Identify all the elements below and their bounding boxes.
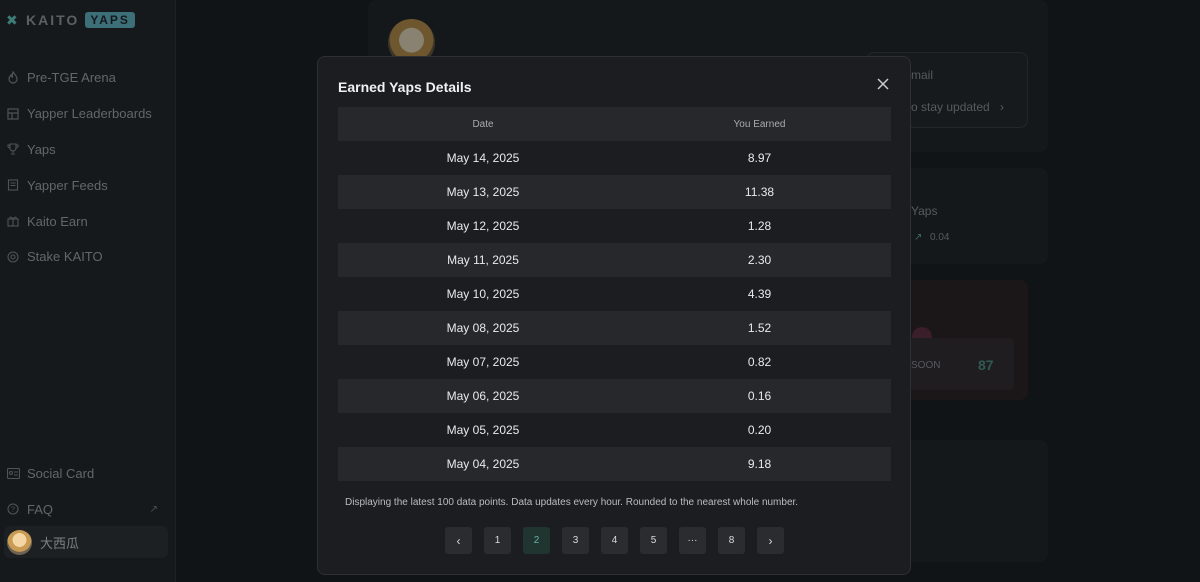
page-button-3[interactable]: 3 — [562, 527, 589, 554]
earned-yaps-modal: Earned Yaps Details Date You Earned May … — [317, 56, 911, 575]
table-row: May 14, 2025 8.97 — [338, 141, 891, 175]
date-cell: May 13, 2025 — [446, 185, 520, 199]
sidebar: ✖ KAITO YAPS Pre-TGE Arena Yapper Leader… — [0, 0, 176, 582]
chevron-right-icon: › — [768, 533, 773, 548]
trend-up-icon: ↗ — [914, 232, 923, 243]
sidebar-item-label: Yapper Feeds — [27, 177, 108, 193]
page-button-8[interactable]: 8 — [718, 527, 745, 554]
earned-cell: 8.97 — [747, 151, 772, 165]
yaps-delta: 0.04 — [930, 232, 950, 243]
column-header-earned: You Earned — [733, 118, 786, 130]
chevron-left-icon: ‹ — [456, 533, 461, 548]
date-cell: May 10, 2025 — [446, 287, 520, 301]
earned-cell: 0.16 — [747, 389, 772, 403]
date-cell: May 05, 2025 — [446, 423, 520, 437]
yaps-label: Yaps — [911, 204, 938, 218]
sidebar-item-label: Yapper Leaderboards — [27, 106, 152, 122]
earned-cell: 1.52 — [747, 321, 772, 335]
earned-cell: 1.28 — [747, 219, 772, 233]
external-link-icon: ↗ — [149, 503, 158, 515]
sidebar-item-pre-tge-arena[interactable]: Pre-TGE Arena — [0, 60, 176, 96]
user-profile-button[interactable]: 大西瓜 — [4, 526, 168, 558]
data-note: Displaying the latest 100 data points. D… — [345, 497, 799, 508]
date-cell: May 14, 2025 — [446, 151, 520, 165]
sidebar-item-label: Kaito Earn — [27, 213, 88, 229]
user-name: 大西瓜 — [40, 535, 80, 551]
sidebar-item-label: Social Card — [27, 465, 95, 481]
page-button-4[interactable]: 4 — [601, 527, 628, 554]
earned-cell: 11.38 — [744, 185, 775, 199]
table-header: Date You Earned — [338, 107, 891, 141]
table-row: May 06, 2025 0.16 — [338, 379, 891, 413]
stay-updated-link[interactable]: o stay updated — [911, 100, 990, 114]
table-row: May 08, 2025 1.52 — [338, 311, 891, 345]
table-row: May 13, 2025 11.38 — [338, 175, 891, 209]
sidebar-item-stake-kaito[interactable]: Stake KAITO — [0, 239, 176, 275]
close-button[interactable] — [873, 75, 893, 95]
earned-cell: 0.20 — [747, 423, 772, 437]
trophy-icon — [6, 142, 20, 156]
sidebar-nav: Pre-TGE Arena Yapper Leaderboards Yaps Y… — [0, 60, 176, 275]
earned-cell: 0.82 — [747, 355, 772, 369]
date-cell: May 06, 2025 — [446, 389, 520, 403]
flame-icon — [6, 71, 20, 85]
help-icon: ? — [6, 502, 20, 516]
sidebar-item-label: FAQ — [27, 501, 54, 517]
earned-cell: 4.39 — [747, 287, 772, 301]
earned-yaps-table: Date You Earned May 14, 2025 8.97 May 13… — [338, 107, 891, 481]
earned-cell: 2.30 — [747, 253, 772, 267]
table-row: May 12, 2025 1.28 — [338, 209, 891, 243]
sidebar-item-label: Yaps — [27, 141, 56, 157]
table-row: May 10, 2025 4.39 — [338, 277, 891, 311]
table-row: May 07, 2025 0.82 — [338, 345, 891, 379]
logo[interactable]: ✖ KAITO YAPS — [6, 12, 135, 28]
page-button-5[interactable]: 5 — [640, 527, 667, 554]
page-button-2[interactable]: 2 — [523, 527, 550, 554]
score-value: 87 — [978, 357, 994, 373]
pagination: ‹ 1 2 3 4 5 ··· 8 › — [445, 527, 784, 554]
sidebar-item-label: Pre-TGE Arena — [27, 70, 116, 86]
soon-label: SOON — [911, 360, 941, 371]
date-cell: May 07, 2025 — [446, 355, 520, 369]
avatar — [7, 529, 32, 555]
stake-icon — [6, 250, 20, 264]
sidebar-item-label: Stake KAITO — [27, 249, 103, 265]
date-cell: May 11, 2025 — [447, 253, 519, 267]
date-cell: May 04, 2025 — [446, 457, 520, 471]
chevron-right-icon: › — [1000, 100, 1004, 114]
bottom-card — [898, 440, 1048, 562]
earned-cell: 9.18 — [747, 457, 772, 471]
sidebar-item-social-card[interactable]: Social Card — [0, 455, 176, 491]
column-header-date: Date — [472, 118, 494, 130]
sidebar-item-yapper-feeds[interactable]: Yapper Feeds — [0, 167, 176, 203]
modal-title: Earned Yaps Details — [338, 79, 472, 95]
brand-badge: YAPS — [85, 12, 135, 28]
sidebar-item-yapper-leaderboards[interactable]: Yapper Leaderboards — [0, 96, 176, 132]
yaps-card — [898, 168, 1048, 264]
page-button-1[interactable]: 1 — [484, 527, 511, 554]
feed-icon — [6, 178, 20, 192]
table-row: May 04, 2025 9.18 — [338, 447, 891, 481]
table-row: May 11, 2025 2.30 — [338, 243, 891, 277]
sidebar-item-faq[interactable]: ? FAQ ↗ — [0, 491, 176, 527]
brand-name: KAITO — [26, 12, 80, 28]
sidebar-bottom-nav: Social Card ? FAQ ↗ — [0, 455, 176, 527]
soon-box — [904, 338, 1014, 390]
email-label: mail — [911, 68, 934, 82]
table-row: May 05, 2025 0.20 — [338, 413, 891, 447]
date-cell: May 08, 2025 — [446, 321, 520, 335]
close-icon — [877, 78, 889, 90]
sidebar-item-yaps[interactable]: Yaps — [0, 132, 176, 168]
prev-page-button[interactable]: ‹ — [445, 527, 472, 554]
kaito-logo-icon: ✖ — [6, 12, 18, 28]
grid-icon — [6, 107, 20, 121]
next-page-button[interactable]: › — [757, 527, 784, 554]
svg-text:?: ? — [11, 507, 15, 514]
id-card-icon — [6, 466, 20, 480]
sidebar-item-kaito-earn[interactable]: Kaito Earn — [0, 203, 176, 239]
gift-icon — [6, 214, 20, 228]
date-cell: May 12, 2025 — [446, 219, 520, 233]
page-ellipsis-button[interactable]: ··· — [679, 527, 706, 554]
